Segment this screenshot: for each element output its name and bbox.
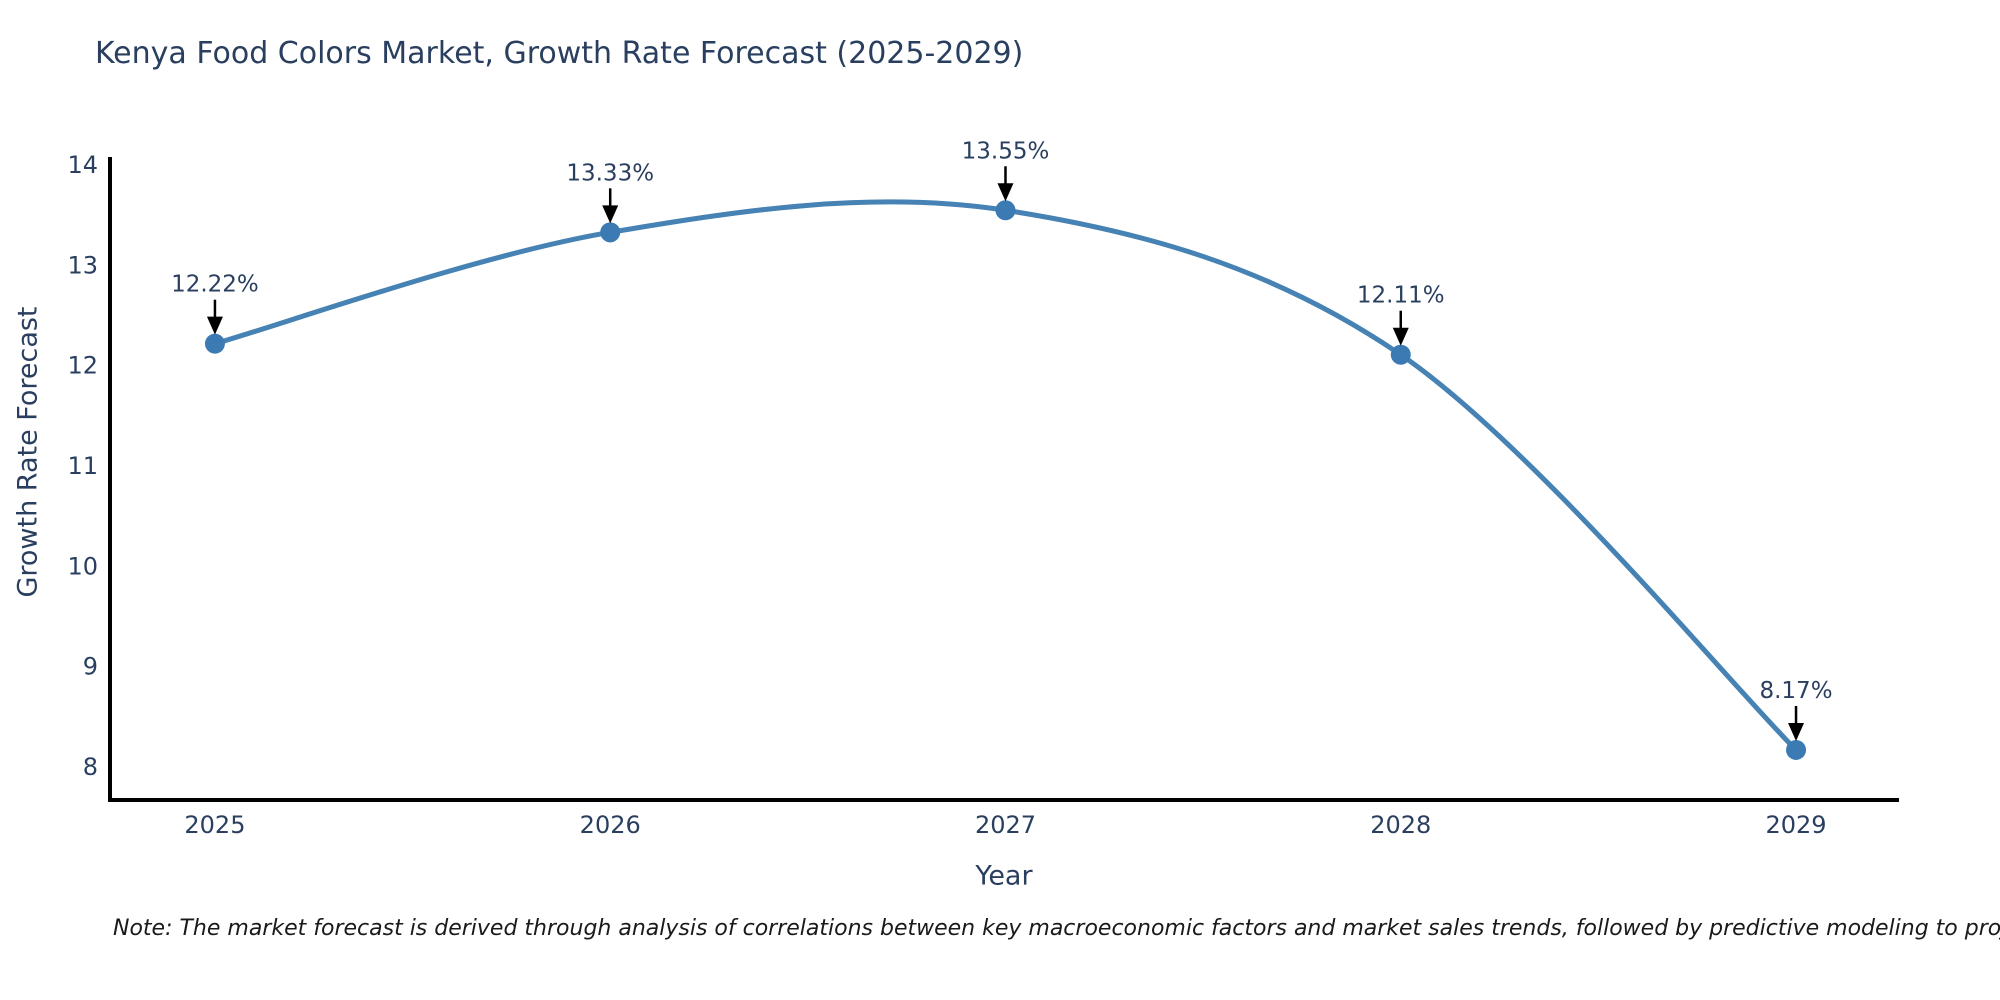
annotation-arrow-head-icon: [1392, 327, 1409, 346]
forecast-line-series: [212, 199, 1799, 753]
annotation-arrow-head-icon: [602, 205, 619, 224]
data-point-marker[interactable]: [600, 222, 621, 243]
data-point-marker[interactable]: [1786, 739, 1807, 760]
axis-lines: [108, 157, 1899, 802]
y-axis-title: Growth Rate Forecast: [12, 306, 44, 598]
annotation-arrow-head-icon: [206, 316, 223, 335]
x-tick-label: 2025: [184, 811, 245, 839]
x-tick-label: 2028: [1370, 811, 1431, 839]
annotation-arrow-head-icon: [1788, 722, 1805, 741]
y-tick-label: 10: [67, 552, 98, 580]
chart-title: Kenya Food Colors Market, Growth Rate Fo…: [95, 36, 1024, 71]
data-point-value-label: 13.33%: [566, 160, 654, 186]
data-point-marker[interactable]: [204, 333, 225, 354]
y-tick-label: 9: [83, 653, 98, 681]
data-point-marker[interactable]: [1390, 344, 1411, 365]
y-tick-label: 12: [67, 352, 98, 380]
y-tick-label: 11: [67, 452, 98, 480]
data-point-value-label: 8.17%: [1759, 678, 1832, 704]
data-point-value-label: 12.22%: [171, 272, 259, 298]
data-point-value-label: 13.55%: [962, 138, 1050, 164]
data-point-marker[interactable]: [995, 200, 1016, 221]
x-tick-label: 2029: [1765, 811, 1826, 839]
y-tick-label: 13: [67, 251, 98, 279]
x-tick-label: 2026: [580, 811, 641, 839]
chart-footnote: Note: The market forecast is derived thr…: [113, 916, 2000, 941]
y-tick-label: 14: [67, 151, 98, 179]
data-point-value-label: 12.11%: [1357, 283, 1445, 309]
y-tick-label: 8: [83, 753, 98, 781]
annotation-arrow-head-icon: [997, 183, 1014, 202]
x-axis-title: Year: [975, 860, 1033, 892]
x-tick-label: 2027: [975, 811, 1036, 839]
